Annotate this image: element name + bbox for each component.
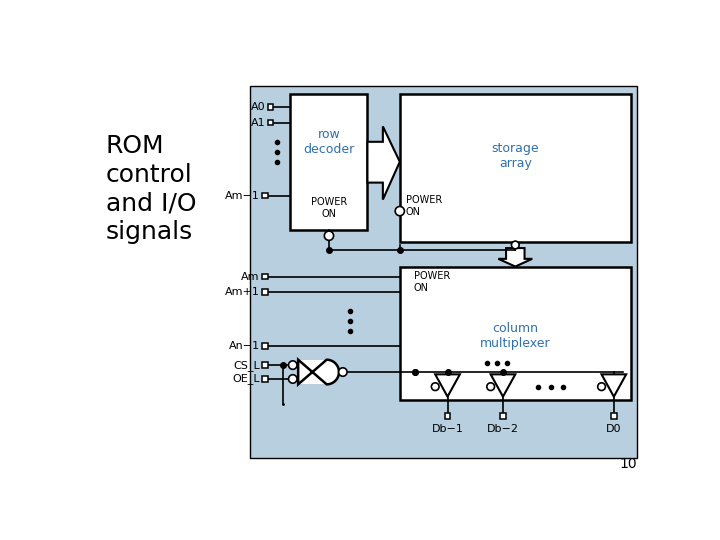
Bar — [268, 104, 273, 110]
Bar — [262, 193, 268, 198]
Text: OE_L: OE_L — [232, 374, 260, 384]
Bar — [250, 86, 637, 457]
Text: A1: A1 — [251, 118, 265, 127]
Bar — [290, 94, 367, 231]
Text: column
multiplexer: column multiplexer — [480, 322, 551, 350]
Text: POWER
ON: POWER ON — [406, 195, 442, 217]
Circle shape — [338, 368, 347, 376]
Circle shape — [324, 231, 333, 240]
Bar — [445, 413, 450, 418]
Bar — [500, 413, 505, 418]
Circle shape — [598, 383, 606, 390]
Text: D0: D0 — [606, 424, 621, 434]
Polygon shape — [367, 126, 400, 200]
Text: Db−2: Db−2 — [487, 424, 519, 434]
Text: ROM
control
and I/O
signals: ROM control and I/O signals — [106, 134, 196, 244]
Text: Am+1: Am+1 — [225, 287, 260, 297]
Bar — [262, 376, 268, 382]
Circle shape — [395, 206, 405, 215]
Polygon shape — [435, 374, 460, 397]
Polygon shape — [490, 374, 516, 397]
Text: POWER
ON: POWER ON — [311, 197, 347, 219]
Text: 10: 10 — [619, 457, 637, 471]
Circle shape — [289, 375, 297, 383]
Bar — [268, 120, 273, 125]
Bar — [262, 362, 268, 368]
Text: An−1: An−1 — [228, 341, 260, 351]
Polygon shape — [298, 360, 339, 384]
Circle shape — [487, 383, 495, 390]
Text: Am−1: Am−1 — [225, 191, 260, 201]
Bar — [262, 343, 268, 348]
Circle shape — [511, 241, 519, 249]
Text: storage
array: storage array — [492, 141, 539, 170]
Text: A0: A0 — [251, 102, 265, 112]
Text: CS_L: CS_L — [233, 360, 260, 370]
Bar — [611, 413, 616, 418]
Bar — [298, 360, 327, 384]
Text: Am: Am — [241, 272, 260, 281]
Bar — [262, 289, 268, 295]
Polygon shape — [601, 374, 626, 397]
Text: Db−1: Db−1 — [431, 424, 464, 434]
Bar — [262, 274, 268, 279]
Text: row
decoder: row decoder — [303, 128, 354, 156]
Polygon shape — [498, 248, 532, 267]
Bar — [400, 94, 631, 242]
Bar — [400, 267, 631, 400]
Circle shape — [289, 361, 297, 369]
Text: POWER
ON: POWER ON — [414, 271, 450, 293]
Circle shape — [431, 383, 439, 390]
